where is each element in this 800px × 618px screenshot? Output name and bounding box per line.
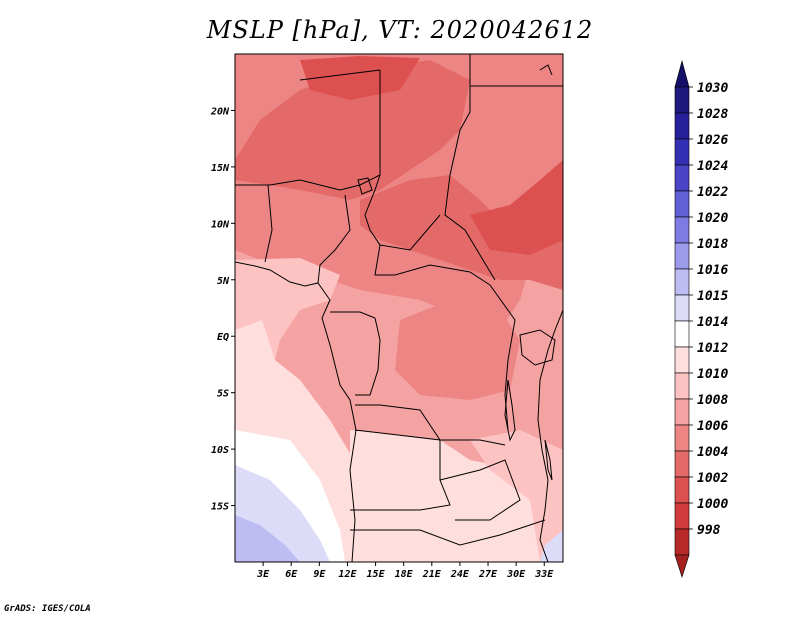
car-border xyxy=(374,244,491,286)
drc-south-border xyxy=(355,404,506,446)
lon-tick-label: 18E xyxy=(395,569,414,580)
colorbar-label: 1030 xyxy=(697,81,728,96)
colorbar-swatch xyxy=(674,528,690,556)
colorbar-label: 1006 xyxy=(697,419,728,434)
lat-tick-label: 15S xyxy=(211,502,229,513)
colorbar-swatch xyxy=(674,320,690,348)
congo-border xyxy=(355,317,381,396)
west-africa-coastline xyxy=(235,261,357,562)
colorbar-swatch xyxy=(674,112,690,140)
colorbar-label: 1024 xyxy=(697,159,728,174)
colorbar-label: 1010 xyxy=(697,367,728,382)
map-frame xyxy=(234,53,564,563)
lon-tick-label: 30E xyxy=(506,569,526,580)
southern-border xyxy=(350,519,546,546)
algeria-border xyxy=(299,69,381,81)
colorbar-label: 1020 xyxy=(697,211,728,226)
colorbar-label: 1012 xyxy=(697,341,728,356)
colorbar-swatch xyxy=(674,450,690,478)
field-1015-southeast xyxy=(540,530,563,562)
colorbar-label: 998 xyxy=(697,523,721,538)
lon-tick-label: 12E xyxy=(338,569,357,580)
colorbar-swatch xyxy=(674,398,690,426)
lat-tick-label: 20N xyxy=(210,106,230,117)
lat-tick-label: 5N xyxy=(217,276,230,287)
longitude-axis: 3E 6E 9E 12E 15E 18E 21E 24E 27E 30E 33E xyxy=(256,562,554,580)
zambia-border xyxy=(439,459,521,521)
field-1004-sudan xyxy=(470,160,563,255)
lake-tanganyika xyxy=(504,379,516,442)
footer-credit: GrADS: IGES/COLA xyxy=(4,604,91,614)
lake-malawi xyxy=(544,439,553,481)
nigeria-west-border xyxy=(264,184,273,263)
field-1008-congo xyxy=(395,300,520,400)
chart-title: MSLP [hPa], VT: 2020042612 xyxy=(206,16,594,44)
colorbar-label: 1008 xyxy=(697,393,728,408)
colorbar-swatch xyxy=(674,268,690,296)
field-1008-west-africa xyxy=(235,200,360,260)
lon-tick-label: 21E xyxy=(422,569,442,580)
field-1016-southwest xyxy=(235,515,300,562)
field-1010-southeast xyxy=(470,430,563,562)
colorbar-swatch xyxy=(674,476,690,504)
colorbar-label: 1028 xyxy=(697,107,728,122)
east-africa-coastline xyxy=(537,309,563,562)
colorbar-label: 1000 xyxy=(697,497,728,512)
colorbar-swatch xyxy=(674,86,690,114)
lon-tick-label: 3E xyxy=(256,569,270,580)
colorbar-label: 1002 xyxy=(697,471,728,486)
colorbar-swatch xyxy=(674,190,690,218)
colorbar-label: 1015 xyxy=(697,289,728,304)
red-sea-coast xyxy=(539,64,553,76)
pressure-field xyxy=(235,54,563,562)
field-1004-chad xyxy=(360,175,563,290)
lat-tick-label: 10N xyxy=(211,219,230,230)
colorbar-swatch xyxy=(674,242,690,270)
nigeria-cameroon-border xyxy=(317,194,351,284)
colorbar-label: 1022 xyxy=(697,185,728,200)
angola-border xyxy=(350,429,451,511)
colorbar-swatch xyxy=(674,346,690,374)
colorbar-top-arrow xyxy=(674,59,690,88)
field-1006-north xyxy=(235,60,470,200)
chad-border xyxy=(364,174,441,251)
sudan-border xyxy=(444,129,496,281)
lon-tick-label: 9E xyxy=(313,569,326,580)
lon-tick-label: 33E xyxy=(534,569,554,580)
lon-tick-label: 24E xyxy=(450,569,470,580)
colorbar-legend: 1030 1028 1026 1024 1022 1020 1018 1016 1015 1014… xyxy=(674,59,728,578)
colorbar-bottom-arrow xyxy=(674,554,690,578)
field-1006-sahara xyxy=(300,56,420,100)
lat-tick-label: EQ xyxy=(217,332,229,343)
lat-tick-label: 10S xyxy=(211,445,229,456)
egypt-libya-border xyxy=(459,54,471,131)
lon-tick-label: 15E xyxy=(367,569,386,580)
colorbar-swatch xyxy=(674,372,690,400)
colorbar-label: 1004 xyxy=(697,445,728,460)
colorbar-swatch xyxy=(674,216,690,244)
cameroon-south-border xyxy=(330,311,376,319)
lake-chad xyxy=(357,177,373,195)
colorbar-swatch xyxy=(674,138,690,166)
lake-victoria xyxy=(519,329,556,366)
colorbar-label: 1016 xyxy=(697,263,728,278)
colorbar-swatch xyxy=(674,294,690,322)
colorbar-label: 1026 xyxy=(697,133,728,148)
colorbar-swatch xyxy=(674,164,690,192)
latitude-axis: 20N 15N 10N 5N EQ 5S 10S 15S xyxy=(210,106,235,513)
country-borders xyxy=(235,54,563,562)
lon-tick-label: 6E xyxy=(285,569,298,580)
lon-tick-label: 27E xyxy=(478,569,498,580)
lat-tick-label: 15N xyxy=(211,163,230,174)
colorbar-label: 1018 xyxy=(697,237,728,252)
colorbar-swatch xyxy=(674,424,690,452)
colorbar-label: 1014 xyxy=(697,315,728,330)
niger-border xyxy=(235,179,361,191)
colorbar-swatch xyxy=(674,502,690,530)
lat-tick-label: 5S xyxy=(217,389,229,400)
field-1012-south xyxy=(350,430,540,562)
